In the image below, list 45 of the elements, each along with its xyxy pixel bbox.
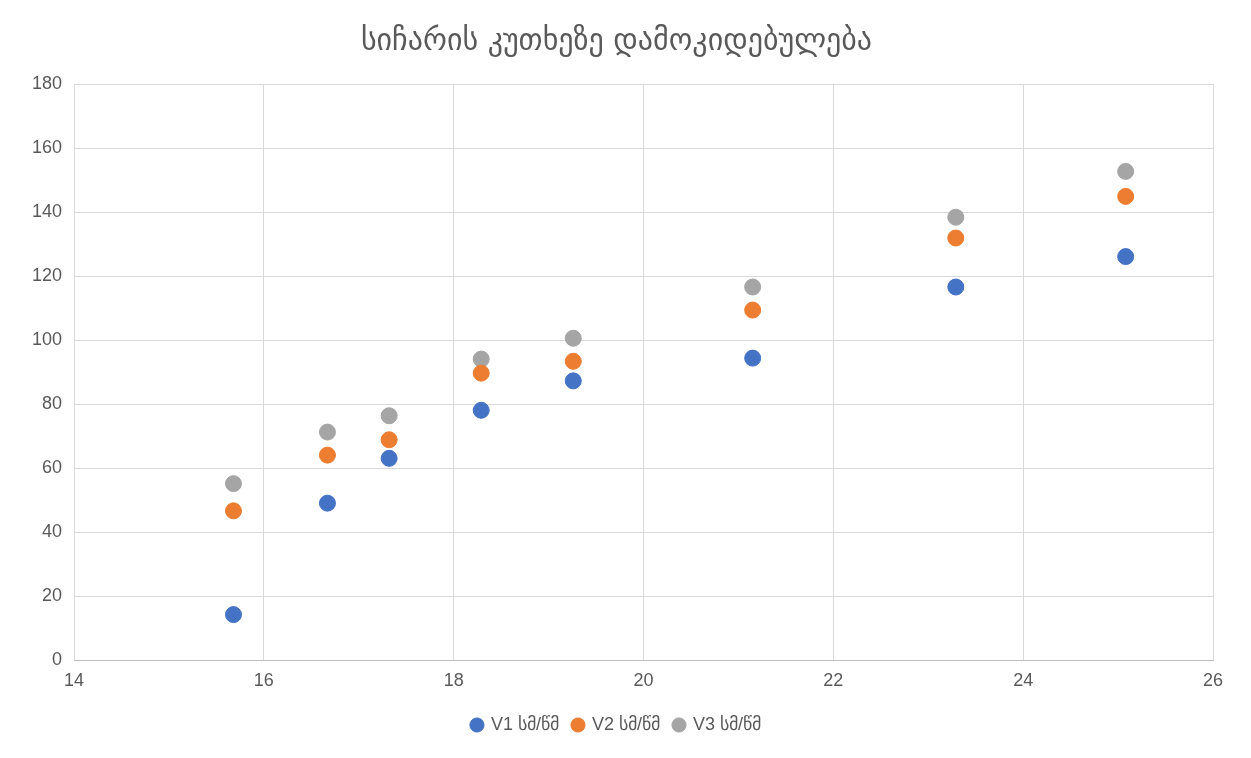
legend-label: V1 სმ/წმ <box>490 713 559 734</box>
point <box>564 329 582 347</box>
point <box>1117 187 1135 205</box>
point <box>947 229 965 247</box>
y-tick-label: 160 <box>31 137 63 158</box>
point <box>318 494 336 512</box>
y-tick-label: 80 <box>42 393 63 414</box>
point <box>224 502 242 520</box>
point <box>472 350 490 368</box>
y-tick-label: 120 <box>31 265 63 286</box>
y-tick-label: 100 <box>31 329 63 350</box>
point <box>564 352 582 370</box>
legend-label: V2 სმ/წმ <box>591 713 661 734</box>
x-tick-label: 18 <box>443 670 464 691</box>
point <box>1117 162 1135 180</box>
x-tick-label: 26 <box>1202 670 1224 691</box>
y-tick-label: 140 <box>31 201 63 222</box>
y-tick-label: 40 <box>42 521 63 542</box>
point <box>380 407 398 425</box>
x-tick-label: 22 <box>823 670 844 691</box>
point <box>1117 248 1135 266</box>
point <box>744 349 762 367</box>
point <box>564 372 582 390</box>
x-tick-label: 14 <box>64 670 85 691</box>
point <box>472 401 490 419</box>
y-tick-label: 60 <box>42 457 63 478</box>
point <box>224 606 242 624</box>
point <box>318 446 336 464</box>
point <box>380 449 398 467</box>
point <box>744 278 762 296</box>
x-tick-label: 20 <box>633 670 654 691</box>
y-tick-label: 180 <box>31 72 63 93</box>
point <box>224 475 242 493</box>
y-tick-label: 0 <box>52 649 63 670</box>
legend-label: V3 სმ/წმ <box>693 713 762 734</box>
y-tick-label: 20 <box>42 585 63 606</box>
point <box>947 208 965 226</box>
chart-title: სიჩარის კუთხეზე დამოკიდებულება <box>360 21 873 57</box>
point <box>947 278 965 296</box>
point <box>744 301 762 319</box>
point <box>318 423 336 441</box>
x-tick-label: 24 <box>1013 670 1034 691</box>
x-tick-label: 16 <box>253 670 274 691</box>
point <box>380 431 398 449</box>
point <box>472 364 490 382</box>
